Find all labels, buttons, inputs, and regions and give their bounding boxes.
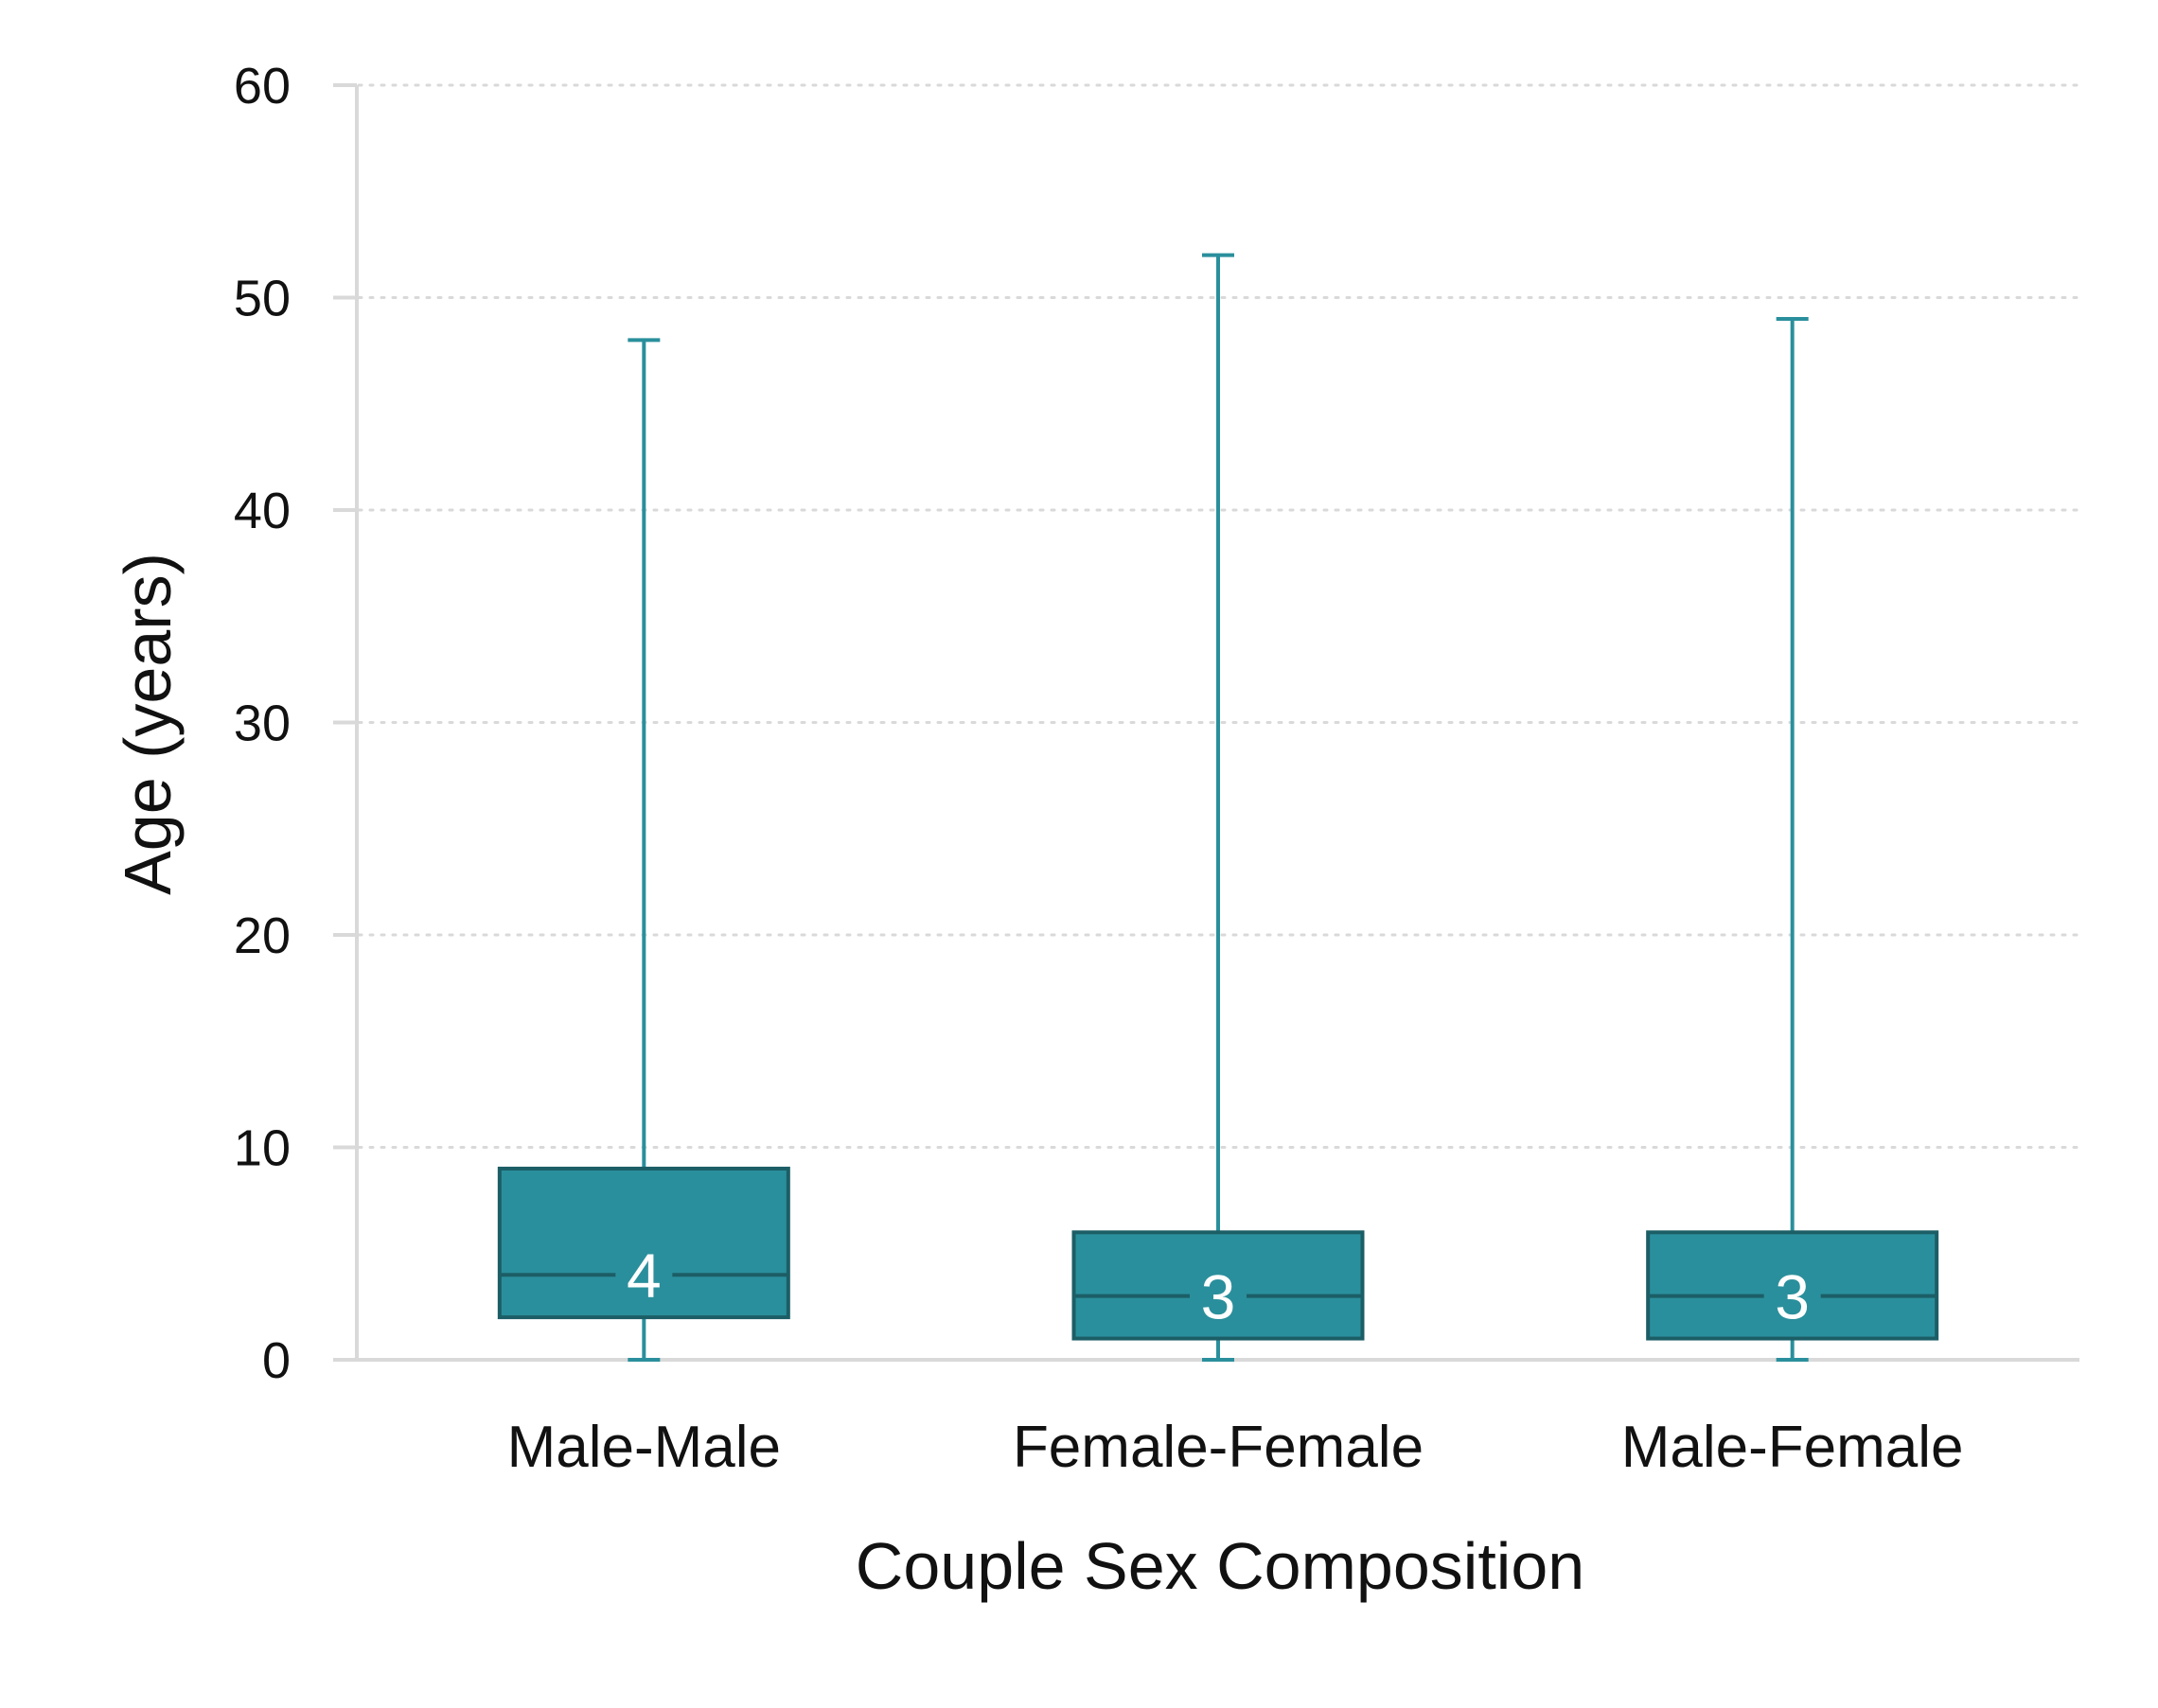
median-label-male-male: 4 — [627, 1241, 662, 1311]
median-label-bg-male-male — [615, 1250, 673, 1300]
y-tick-label-10: 10 — [234, 1120, 291, 1177]
x-category-label-male-male: Male-Male — [507, 1415, 781, 1480]
y-tick-label-40: 40 — [234, 483, 291, 539]
median-label-bg-male-female — [1763, 1271, 1821, 1321]
y-tick-label-20: 20 — [234, 907, 291, 964]
labels: 0 10 20 30 40 50 60 Male-Male Female-Female Male-… — [234, 58, 1964, 1480]
boxes: 4 3 3 — [497, 253, 1939, 1362]
median-label-male-female: 3 — [1775, 1262, 1810, 1332]
y-tick-label-0: 0 — [262, 1332, 291, 1389]
y-tick-label-30: 30 — [234, 696, 291, 752]
median-label-female-female: 3 — [1201, 1262, 1236, 1332]
median-label-bg-female-female — [1190, 1271, 1247, 1321]
y-axis-title: Age (years) — [111, 553, 185, 895]
x-category-label-female-female: Female-Female — [1013, 1415, 1424, 1480]
y-tick-label-60: 60 — [234, 58, 291, 114]
box-male-male: 4 — [497, 338, 790, 1362]
x-category-label-male-female: Male-Female — [1621, 1415, 1964, 1480]
x-axis-title: Couple Sex Composition — [856, 1529, 1584, 1603]
box-male-female: 3 — [1646, 316, 1939, 1362]
box-female-female: 3 — [1071, 253, 1365, 1362]
y-tick-label-50: 50 — [234, 271, 291, 327]
